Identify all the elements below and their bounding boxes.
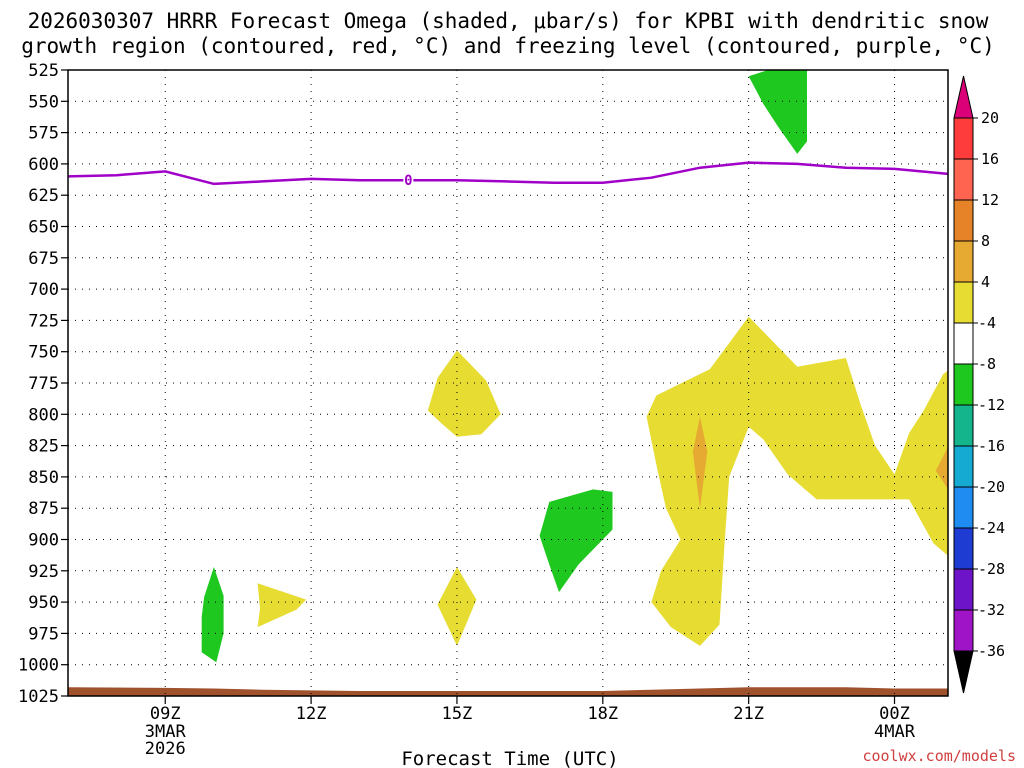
colorbar-bin (953, 404, 974, 447)
freezing-level-label-bg (403, 172, 414, 187)
colorbar-bin (953, 568, 974, 611)
colorbar-bin (953, 158, 974, 201)
colorbar-label: -4 (978, 314, 996, 332)
y-tick-label: 850 (28, 468, 59, 488)
y-tick-label: 550 (28, 92, 59, 112)
credit-text: coolwx.com/models (862, 747, 1016, 765)
omega-region-stronger-sinking-edge-00Z (935, 446, 948, 490)
colorbar-label: -20 (978, 478, 1005, 496)
colorbar-bin (953, 322, 974, 365)
x-tick-label: 21Z (733, 704, 764, 724)
y-tick-label: 750 (28, 343, 59, 363)
pressure-axis: 525 550 575 600 625 650 675 700 725 750 775 800 825 8… (18, 61, 68, 707)
colorbar-label: -28 (978, 560, 1005, 578)
y-tick-label: 675 (28, 249, 59, 269)
colorbar-label: -12 (978, 396, 1005, 414)
y-tick-label: 650 (28, 218, 59, 238)
x-tick-label: 12Z (296, 704, 327, 724)
y-tick-label: 1000 (18, 656, 59, 676)
colorbar-bin (953, 527, 974, 570)
omega-shading-layer (201, 70, 948, 663)
x-tick-label: 18Z (587, 704, 618, 724)
x-tick-sublabel-year: 2026 (145, 739, 186, 759)
colorbar-bottom-arrow (953, 650, 974, 694)
x-tick-label: 09Z (150, 704, 181, 724)
omega-region-sinking-motion-near-15Z (427, 350, 501, 437)
x-axis-label: Forecast Time (UTC) (401, 748, 618, 768)
x-tick-sublabel-date: 4MAR (874, 722, 916, 742)
y-tick-label: 875 (28, 499, 59, 519)
omega-region-stronger-sinking-core-20Z (692, 416, 708, 509)
omega-colorbar: 20 16 12 8 4 -4 -8 -12 -16 -20 -24 -28 -32 -36 (953, 75, 1005, 694)
colorbar-bin (953, 240, 974, 283)
colorbar-bin (953, 117, 974, 160)
y-tick-label: 775 (28, 374, 59, 394)
omega-region-upward-motion-upper-level (748, 70, 807, 154)
colorbar-label: -8 (978, 355, 996, 373)
chart-title-line1: 2026030307 HRRR Forecast Omega (shaded, … (28, 9, 989, 33)
y-tick-label: 900 (28, 531, 59, 551)
chart-title-line2: growth region (contoured, red, °C) and f… (21, 34, 995, 58)
colorbar-bin (953, 281, 974, 324)
colorbar-bin (953, 609, 974, 652)
colorbar-bin (953, 363, 974, 406)
colorbar-label: 20 (981, 109, 999, 127)
surface-terrain-layer (68, 687, 948, 696)
colorbar-bin (953, 199, 974, 242)
colorbar-label: 16 (981, 150, 999, 168)
x-tick-label: 00Z (879, 704, 910, 724)
y-tick-label: 1025 (18, 687, 59, 707)
omega-region-upward-motion-near-17Z (539, 489, 613, 593)
colorbar-bin (953, 486, 974, 529)
omega-region-sinking-motion-near-11Z (257, 583, 307, 628)
y-tick-label: 800 (28, 405, 59, 425)
y-tick-label: 825 (28, 437, 59, 457)
x-tick-label: 15Z (442, 704, 473, 724)
y-tick-label: 525 (28, 61, 59, 81)
surface-terrain-fill (68, 687, 948, 696)
x-tick-sublabel-date: 3MAR (145, 722, 187, 742)
colorbar-label: -36 (978, 642, 1005, 660)
y-tick-label: 700 (28, 280, 59, 300)
y-tick-label: 950 (28, 593, 59, 613)
colorbar-label: -16 (978, 437, 1005, 455)
colorbar-label: 12 (981, 191, 999, 209)
colorbar-label: -24 (978, 519, 1005, 537)
colorbar-top-arrow (953, 75, 974, 119)
freezing-level-label: 0 (404, 173, 412, 189)
y-tick-label: 600 (28, 155, 59, 175)
y-tick-label: 725 (28, 311, 59, 331)
y-tick-label: 625 (28, 186, 59, 206)
freezing-level-layer: 0 (67, 161, 949, 189)
omega-region-sinking-motion-near-15Z-low (437, 567, 477, 646)
omega-region-sinking-motion-afternoon (646, 316, 948, 646)
colorbar-bin (953, 445, 974, 488)
omega-region-upward-motion-near-10Z (201, 567, 224, 663)
y-tick-label: 975 (28, 624, 59, 644)
colorbar-label: 8 (981, 232, 990, 250)
freezing-level-line (67, 161, 949, 186)
colorbar-label: -32 (978, 601, 1005, 619)
colorbar-label: 4 (981, 273, 990, 291)
y-tick-label: 925 (28, 562, 59, 582)
y-tick-label: 575 (28, 124, 59, 144)
